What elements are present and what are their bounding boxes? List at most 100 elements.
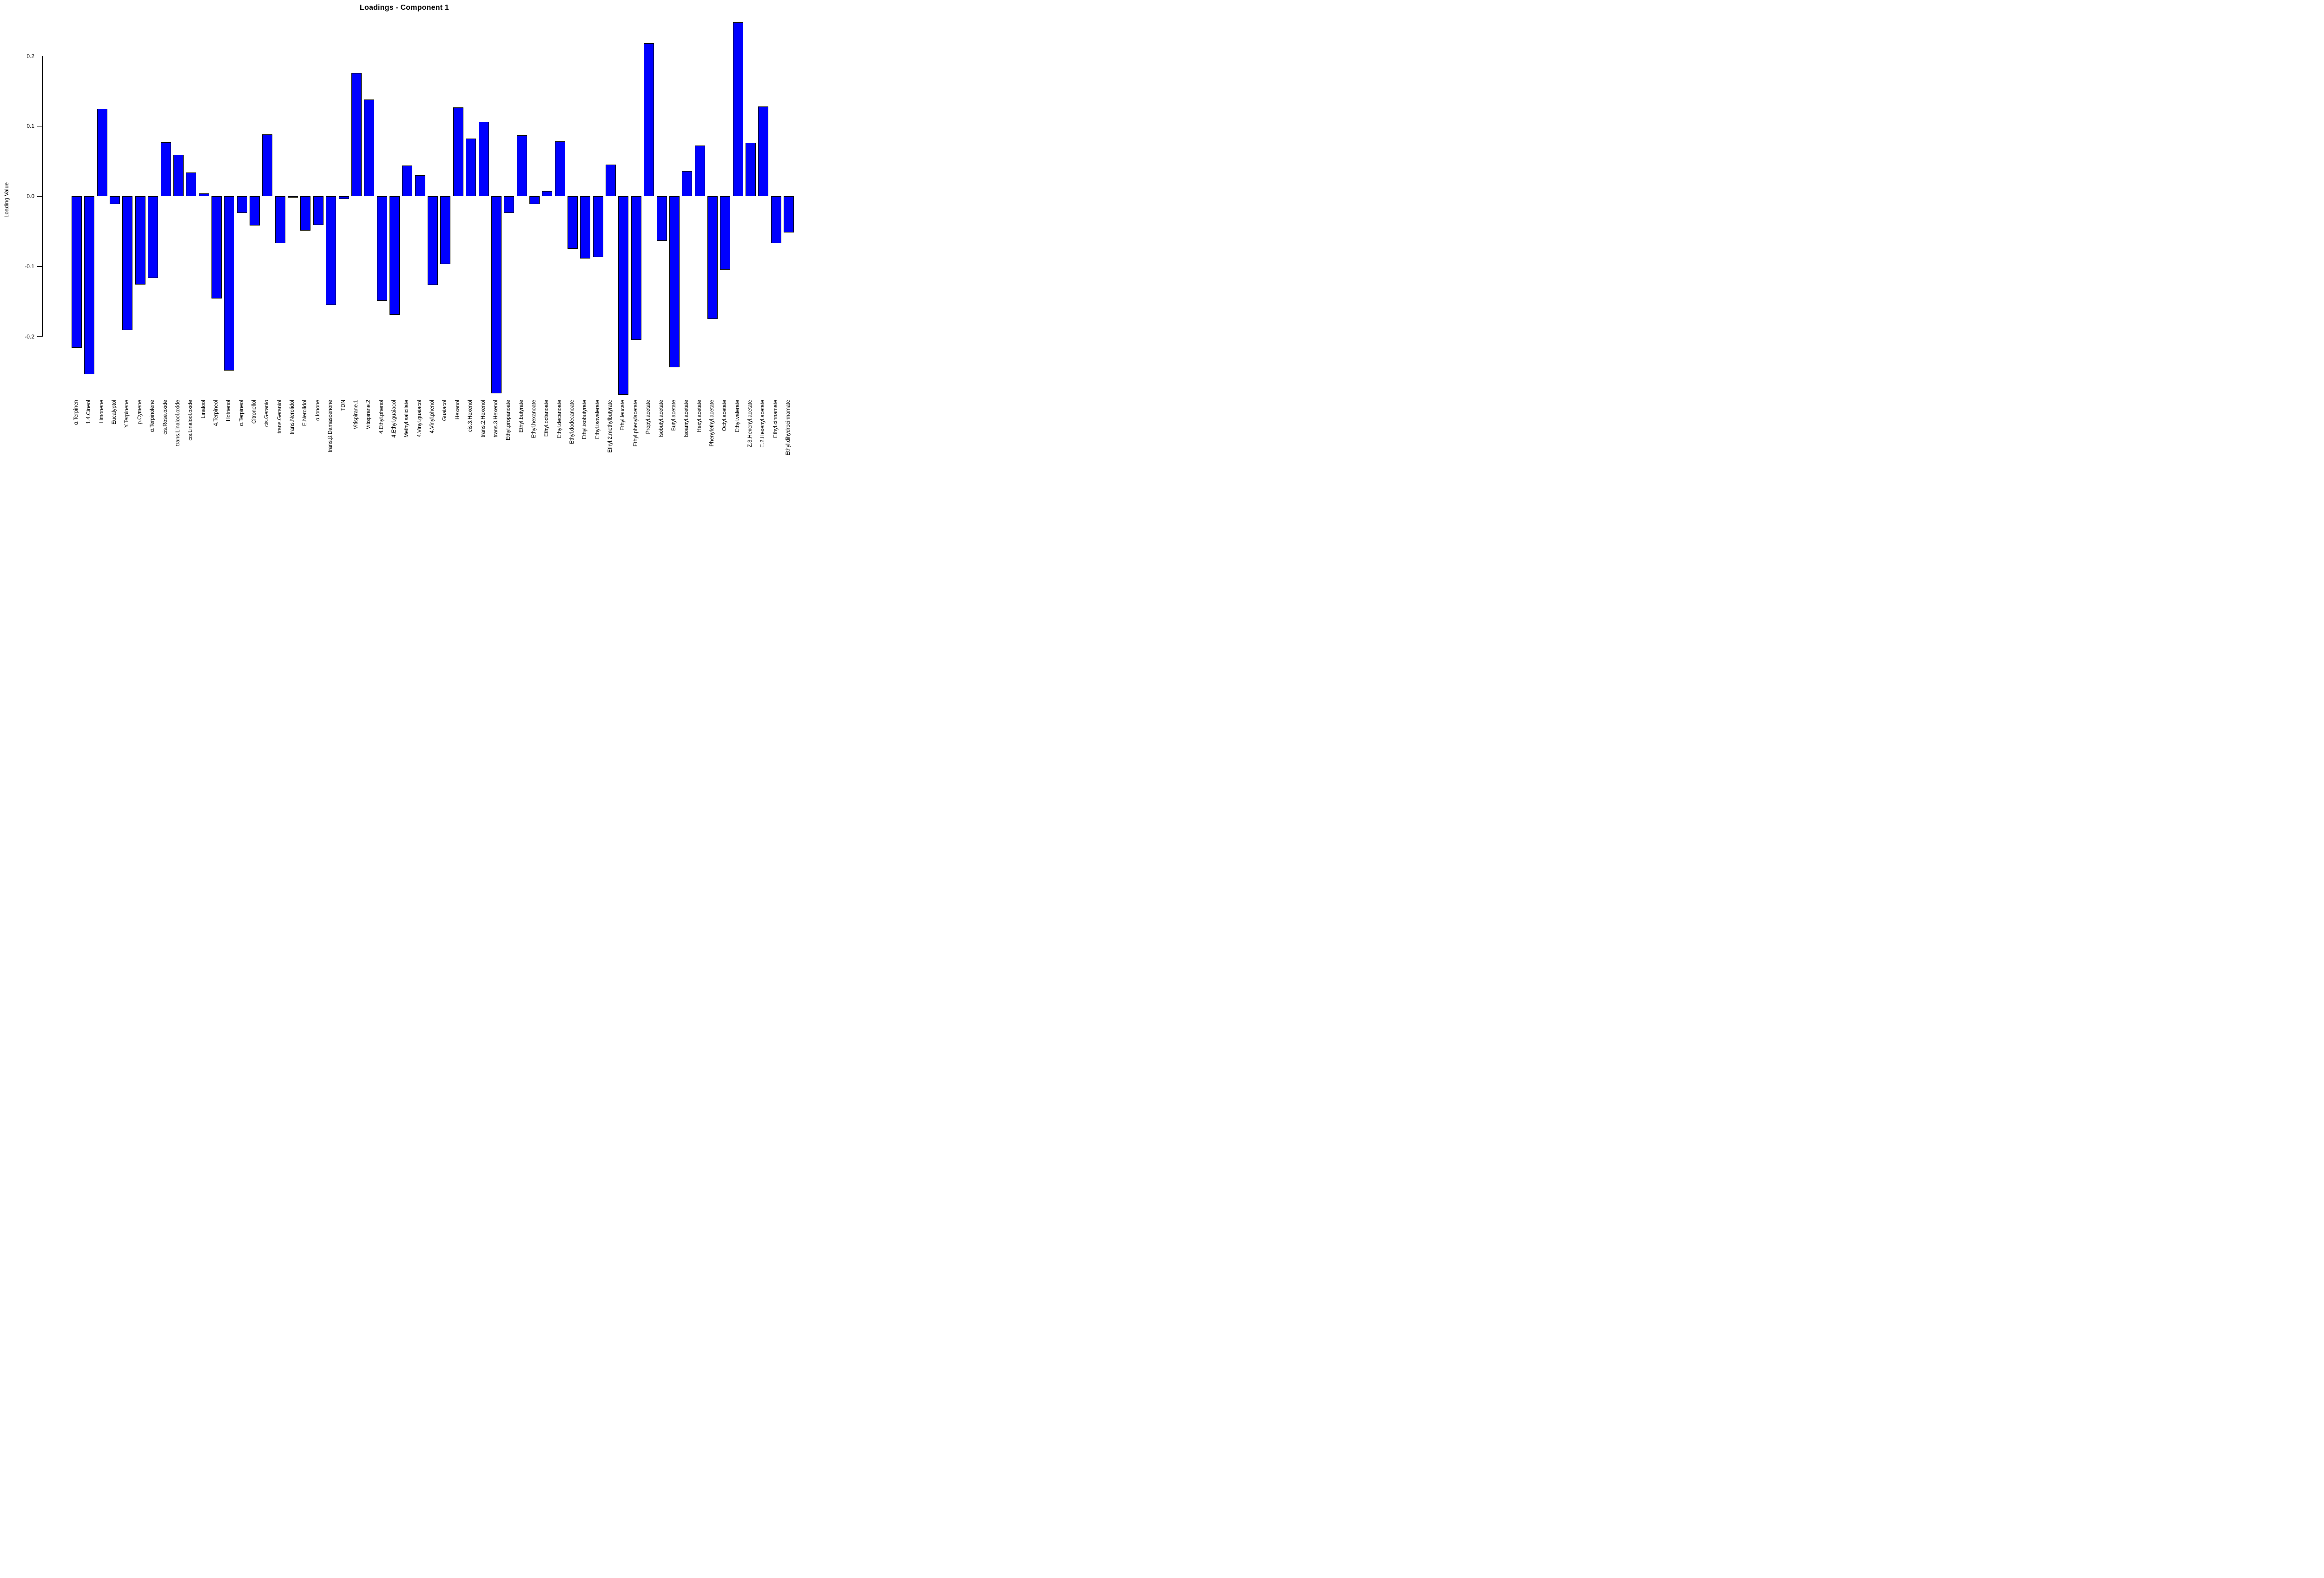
- chart-title: Loadings - Component 1: [360, 4, 449, 12]
- bar: [440, 196, 451, 265]
- bar: [555, 141, 565, 196]
- x-tick-label: Ethyl.isobutyrate: [582, 400, 588, 440]
- bar: [529, 196, 540, 204]
- bar: [300, 196, 311, 231]
- x-tick-label: cis.Geranio: [264, 400, 270, 427]
- y-axis-tick-label: 0.0: [26, 193, 34, 199]
- bar: [453, 107, 463, 196]
- bar: [733, 22, 743, 196]
- bar: [250, 196, 260, 226]
- bar: [656, 196, 667, 241]
- bar: [186, 172, 197, 196]
- bar: [415, 175, 425, 196]
- x-tick-label: Ethyl.butyrate: [518, 400, 524, 433]
- bar: [758, 106, 769, 196]
- x-tick-label: Ethyl.cinnamate: [772, 400, 779, 438]
- bar: [644, 43, 654, 196]
- bar: [491, 196, 502, 393]
- x-tick-label: Hexyl.acetate: [696, 400, 702, 432]
- x-tick-label: Vitispirane.2: [366, 400, 372, 430]
- x-tick-label: Hexanol: [455, 400, 461, 420]
- bar: [606, 165, 616, 196]
- bar: [694, 146, 705, 196]
- bar: [720, 196, 731, 270]
- x-tick-label: trans.β.Damascenone: [328, 400, 334, 452]
- bar: [148, 196, 158, 278]
- x-tick-label: 4.Vinyl.guaiacol: [416, 400, 423, 438]
- x-tick-label: 4.Ethyl.phenol: [378, 400, 384, 434]
- bar: [771, 196, 781, 243]
- bar: [682, 171, 693, 196]
- x-tick-label: cis.3.Hexenol: [468, 400, 474, 432]
- x-tick-label: Limonene: [99, 400, 105, 424]
- x-tick-label: trans.3.Hexenol: [493, 400, 499, 438]
- x-tick-label: Ethyl.2.methylbutyrate: [607, 400, 614, 453]
- x-tick-label: Phenylethyl.acetate: [709, 400, 715, 447]
- x-tick-label: Ethyl.valerate: [734, 400, 740, 432]
- bar: [669, 196, 680, 367]
- y-axis-tick-label: 0.1: [26, 123, 34, 130]
- bar: [390, 196, 400, 315]
- x-tick-label: α.Terpinen: [73, 400, 79, 425]
- y-axis-title: Loading Value: [3, 182, 10, 218]
- bar: [351, 73, 362, 196]
- bar: [618, 196, 629, 395]
- y-axis-spine: [42, 56, 43, 337]
- bar: [97, 108, 107, 196]
- bar: [593, 196, 603, 258]
- x-tick-label: Ethyl.propanoate: [506, 400, 512, 440]
- y-axis-tick: [37, 266, 42, 267]
- y-axis-tick-label: -0.2: [25, 333, 34, 340]
- bar: [160, 142, 171, 196]
- x-tick-label: Ethyl.hexanoate: [531, 400, 537, 438]
- y-axis-tick-label: -0.1: [25, 263, 34, 270]
- x-tick-label: Isobutyl.acetate: [658, 400, 664, 438]
- bar: [135, 196, 145, 285]
- x-tick-label: Isoamyl.acetate: [684, 400, 690, 438]
- bar: [326, 196, 337, 305]
- bar: [746, 143, 756, 196]
- x-tick-label: trans.Geraniol: [277, 400, 283, 434]
- x-tick-label: Ethyl.dodecanoate: [569, 400, 575, 444]
- bar: [72, 196, 82, 348]
- bar: [173, 155, 184, 196]
- y-axis-tick: [37, 196, 42, 197]
- bar: [466, 139, 476, 196]
- bar: [211, 196, 222, 299]
- x-tick-label: Hotrienol: [226, 400, 232, 422]
- bar: [376, 196, 387, 301]
- x-tick-label: 4.Ethyl.guaiacol: [391, 400, 397, 438]
- y-axis-tick: [37, 336, 42, 337]
- bar: [402, 165, 413, 196]
- bar: [516, 135, 527, 196]
- bar: [364, 99, 375, 196]
- bar: [237, 196, 247, 213]
- x-tick-label: Methyl.salicilate: [404, 400, 410, 438]
- y-axis-tick-label: 0.2: [26, 53, 34, 60]
- x-tick-label: TDN: [340, 400, 346, 411]
- bar: [504, 196, 515, 213]
- x-tick-label: p.Cymene: [137, 400, 143, 424]
- bar: [580, 196, 591, 259]
- x-tick-label: 1.4.Cineol: [86, 400, 92, 424]
- x-tick-label: E.2.Hexenyl.acetate: [760, 400, 766, 448]
- x-tick-label: 4.Terpineol: [213, 400, 219, 426]
- x-tick-label: trans.Linalool.oxide: [175, 400, 181, 446]
- x-tick-label: Propyl.acetate: [646, 400, 652, 434]
- x-tick-label: Ethyl.isovalerate: [594, 400, 601, 439]
- bar: [262, 134, 273, 196]
- x-tick-label: cis.Linalool.oxide: [188, 400, 194, 441]
- bar: [707, 196, 718, 319]
- bar: [313, 196, 324, 225]
- bar: [275, 196, 285, 243]
- x-tick-label: cis.Rose.oxide: [162, 400, 168, 435]
- loadings-bar-chart: Loadings - Component 1 Loading Value 0.2…: [0, 0, 799, 473]
- x-tick-label: Citronellol: [251, 400, 257, 424]
- x-tick-label: Ethyl.octanoate: [544, 400, 550, 437]
- bar: [428, 196, 438, 285]
- x-tick-label: Z.3.Hexenyl.acetate: [747, 400, 753, 448]
- bar: [784, 196, 794, 233]
- bar: [542, 191, 553, 196]
- x-tick-label: α.Terpinolene: [150, 400, 156, 432]
- x-tick-label: Guaiacol: [442, 400, 448, 421]
